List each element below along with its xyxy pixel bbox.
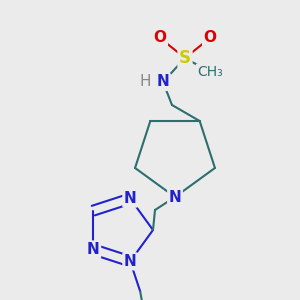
Text: N: N (169, 190, 182, 205)
Text: O: O (203, 31, 217, 46)
Text: N: N (124, 254, 136, 269)
Text: N: N (87, 242, 100, 257)
Text: O: O (154, 31, 166, 46)
Text: N: N (157, 74, 169, 89)
Text: N: N (124, 191, 136, 206)
Text: H: H (139, 74, 151, 89)
Text: CH₃: CH₃ (197, 65, 223, 79)
Text: S: S (179, 49, 191, 67)
